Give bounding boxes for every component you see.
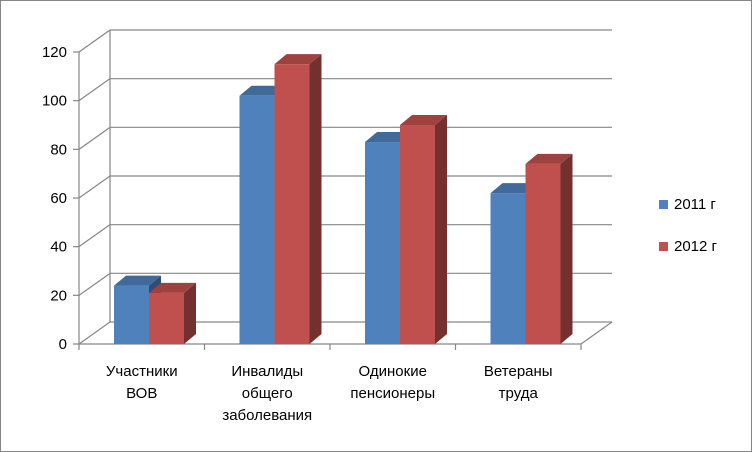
category-label-0-line-0: Участники bbox=[106, 363, 178, 380]
category-label-1-line-2: заболевания bbox=[222, 407, 312, 424]
category-label-3-line-0: Ветераны bbox=[484, 363, 553, 380]
bar-front-1-0 bbox=[239, 95, 275, 344]
bar-side-2-1 bbox=[435, 115, 447, 344]
legend-item-2012: 2012 г bbox=[659, 236, 717, 256]
grid-diagonal-20 bbox=[78, 272, 111, 296]
y-tick-label-60: 60 bbox=[50, 190, 67, 207]
legend-item-2011: 2011 г bbox=[659, 194, 717, 214]
bar-front-0-1 bbox=[149, 292, 184, 344]
category-label-1-line-1: общего bbox=[242, 385, 293, 402]
bar-front-2-1 bbox=[400, 125, 435, 344]
bar-front-3-0 bbox=[490, 193, 526, 344]
bar-front-0-0 bbox=[114, 285, 149, 344]
category-label-0-line-1: ВОВ bbox=[126, 385, 157, 402]
bar-side-0-1 bbox=[184, 282, 196, 344]
category-label-2-line-0: Одинокие bbox=[359, 363, 427, 380]
bar-top-3-1 bbox=[525, 153, 573, 164]
y-tick-label-80: 80 bbox=[50, 141, 67, 158]
legend-swatch-2011 bbox=[659, 199, 668, 209]
floor-right-edge bbox=[580, 321, 613, 345]
bar-front-1-1 bbox=[274, 64, 310, 345]
legend: 2011 г 2012 г bbox=[659, 194, 717, 278]
category-label-3-line-1: труда bbox=[499, 385, 539, 402]
y-tick-label-20: 20 bbox=[50, 287, 67, 304]
grid-diagonal-0 bbox=[78, 321, 111, 345]
y-tick-label-40: 40 bbox=[50, 239, 67, 256]
bar-top-0-1 bbox=[149, 282, 196, 293]
legend-label-2011: 2011 г bbox=[674, 195, 716, 213]
y-tick-label-120: 120 bbox=[42, 44, 67, 61]
grid-diagonal-60 bbox=[78, 175, 111, 199]
grid-diagonal-80 bbox=[78, 126, 111, 150]
bar-front-2-0 bbox=[365, 142, 400, 344]
grid-diagonal-40 bbox=[78, 224, 111, 248]
category-label-2-line-1: пенсионеры bbox=[350, 385, 435, 402]
bar-top-2-1 bbox=[400, 115, 447, 125]
bar-side-3-1 bbox=[560, 153, 573, 344]
bar-side-1-1 bbox=[309, 54, 322, 345]
legend-swatch-2012 bbox=[659, 241, 668, 251]
grid-diagonal-100 bbox=[78, 78, 111, 102]
y-tick-label-0: 0 bbox=[59, 336, 67, 353]
bar-top-0-0 bbox=[114, 275, 161, 286]
bar-top-1-1 bbox=[274, 54, 322, 65]
legend-label-2012: 2012 г bbox=[674, 237, 718, 255]
y-tick-label-100: 100 bbox=[42, 93, 67, 110]
category-label-1-line-0: Инвалиды bbox=[231, 363, 303, 380]
grid-diagonal-120 bbox=[78, 29, 111, 53]
bar-front-3-1 bbox=[525, 163, 561, 344]
